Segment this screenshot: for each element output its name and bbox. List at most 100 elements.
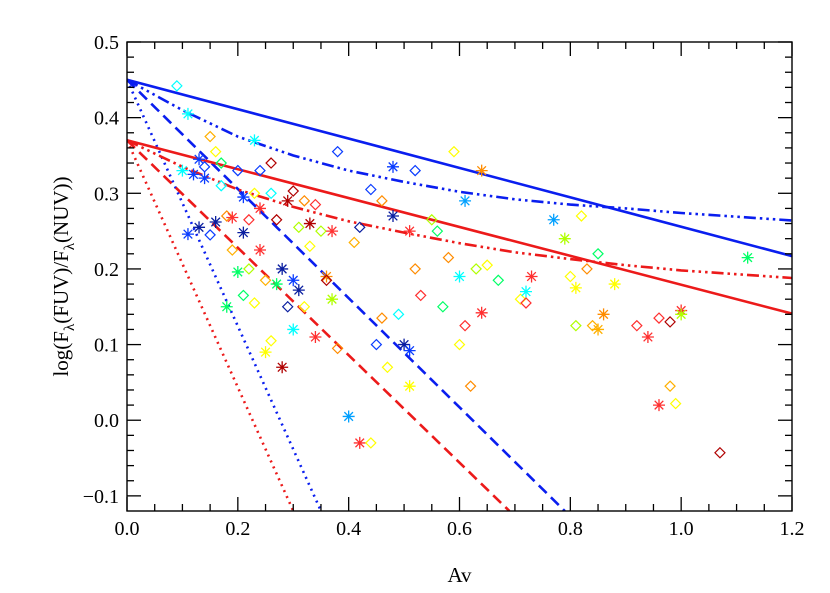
asterisk-point — [176, 164, 189, 177]
y-tick-label: 0.0 — [94, 410, 119, 432]
diamond-point — [470, 263, 482, 275]
asterisk-point — [520, 285, 532, 298]
diamond-point — [586, 319, 599, 332]
asterisk-point — [187, 168, 200, 181]
diamond-point — [331, 342, 344, 355]
y-axis-label: log(Fλ(FUV)/Fλ(NUV)) — [49, 176, 78, 376]
diamond-point — [348, 236, 361, 249]
diamond-point — [248, 297, 261, 309]
asterisk-point — [254, 202, 266, 215]
diamond-point — [492, 274, 505, 287]
diamond-point — [270, 213, 283, 226]
asterisk-point — [403, 344, 416, 357]
diamond-point — [364, 437, 377, 449]
diamond-point — [514, 293, 527, 306]
diamond-point — [298, 300, 311, 313]
asterisk-point — [326, 225, 339, 238]
diamond-point — [309, 198, 322, 211]
x-tick-label: 0.8 — [558, 518, 583, 540]
blue-solid-line — [127, 78, 792, 258]
asterisk-point — [342, 410, 355, 423]
diamond-point — [171, 80, 183, 92]
diamond-point — [575, 210, 588, 222]
diamond-point — [265, 334, 277, 347]
asterisk-point — [525, 270, 538, 283]
y-tick-label: −0.1 — [83, 486, 119, 508]
diamond-point — [220, 210, 233, 222]
asterisk-point — [398, 338, 411, 351]
diamond-point — [581, 263, 593, 275]
asterisk-point — [237, 226, 250, 239]
asterisk-point — [209, 216, 222, 229]
diamond-point — [453, 338, 466, 351]
asterisk-point — [653, 399, 665, 412]
diamond-point — [254, 164, 266, 177]
asterisk-point — [558, 232, 571, 245]
diamond-point — [226, 244, 239, 256]
diamond-point — [409, 164, 422, 177]
diamond-point — [331, 145, 344, 158]
asterisk-point — [287, 274, 300, 287]
diamond-point — [570, 319, 582, 332]
red-dotted-line — [127, 139, 295, 511]
y-axis-label-subscript: λ — [62, 323, 78, 331]
diamond-point — [664, 380, 676, 393]
asterisk-point — [569, 281, 582, 294]
diamond-point — [520, 297, 532, 309]
diamond-point — [259, 274, 272, 287]
diamond-point — [431, 225, 444, 237]
asterisk-point — [181, 228, 194, 241]
asterisk-point — [281, 194, 294, 207]
asterisk-point — [403, 225, 416, 238]
diamond-point — [464, 380, 477, 393]
diamond-point — [215, 179, 228, 192]
y-tick-label: 0.3 — [94, 183, 119, 205]
diamond-point — [437, 300, 449, 313]
asterisk-point — [475, 306, 488, 319]
y-tick-label: 0.5 — [94, 32, 119, 54]
x-axis-label: Av — [447, 563, 472, 587]
diamond-point — [320, 274, 333, 287]
diamond-point — [442, 251, 455, 264]
asterisk-point — [353, 436, 366, 449]
diamond-point — [281, 300, 294, 313]
asterisk-point — [248, 134, 261, 147]
diamond-point — [364, 183, 377, 196]
diamond-point — [592, 247, 604, 260]
y-axis-label-part: (NUV)) — [49, 176, 73, 242]
asterisk-point — [475, 164, 488, 177]
asterisk-point — [220, 300, 233, 313]
asterisk-point — [181, 107, 194, 120]
asterisk-point — [198, 172, 211, 185]
asterisk-point — [287, 323, 300, 336]
asterisk-point — [387, 160, 399, 173]
model-lines — [127, 78, 792, 511]
diamond-point — [304, 240, 316, 253]
diamond-point — [414, 289, 427, 302]
asterisk-point — [547, 213, 560, 226]
diamond-point — [381, 361, 394, 374]
red-dashdotdot-line — [127, 139, 792, 280]
asterisk-point — [226, 211, 239, 224]
asterisk-point — [193, 221, 206, 234]
asterisk-point — [276, 262, 289, 275]
x-tick-label: 1.0 — [669, 518, 694, 540]
data-points — [171, 80, 754, 459]
diamond-point — [248, 187, 261, 200]
asterisk-point — [309, 331, 322, 344]
diamond-point — [204, 229, 216, 241]
asterisk-point — [453, 270, 466, 283]
red-solid-line — [127, 139, 792, 315]
asterisk-point — [675, 308, 688, 321]
diamond-point — [204, 130, 216, 143]
diamond-point — [653, 312, 665, 324]
diamond-point — [370, 338, 383, 351]
diamond-point — [265, 157, 277, 169]
diamond-point — [315, 225, 327, 237]
asterisk-point — [641, 331, 654, 344]
asterisk-point — [303, 217, 316, 230]
diamond-point — [392, 308, 405, 321]
diamond-point — [448, 145, 460, 158]
diamond-point — [630, 319, 643, 332]
asterisk-point — [592, 323, 605, 336]
